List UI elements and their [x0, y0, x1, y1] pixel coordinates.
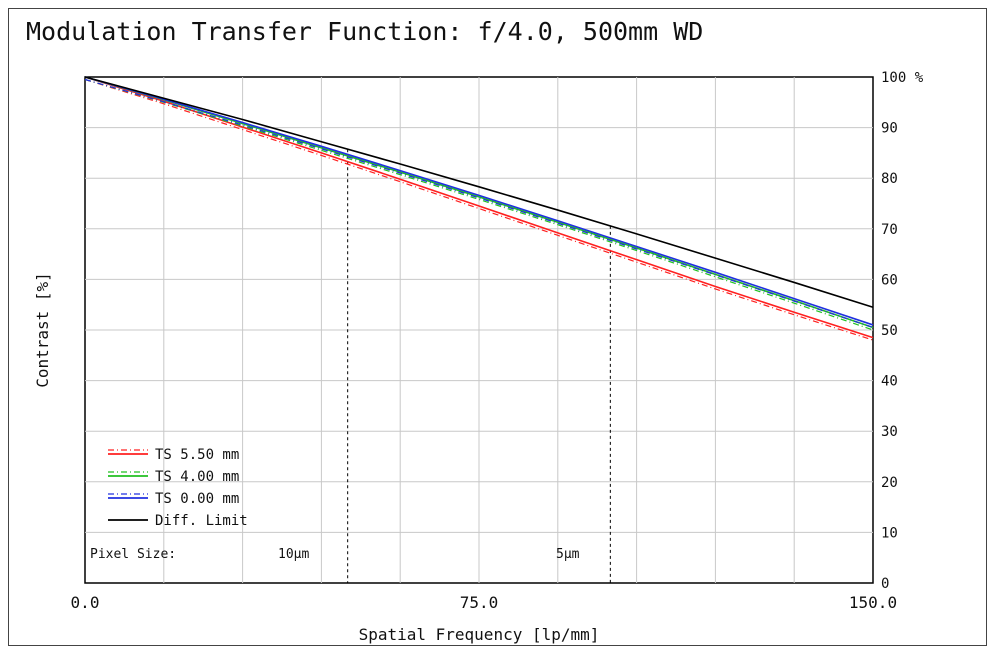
y-axis-label: Contrast [%]: [33, 272, 52, 388]
pixel-size-5um-label: 5μm: [556, 547, 580, 562]
series-line-0-secondary: [84, 78, 874, 341]
series-line-1: [84, 76, 874, 329]
legend-label: Diff. Limit: [155, 513, 248, 529]
y-tick-label: 20: [881, 475, 898, 491]
y-tick-label: 70: [881, 222, 898, 238]
y-tick-label: 90: [881, 121, 898, 137]
x-axis-label: Spatial Frequency [lp/mm]: [359, 625, 600, 644]
y-tick-label: 0: [881, 576, 889, 592]
y-tick-label: 60: [881, 272, 898, 288]
chart-title: Modulation Transfer Function: f/4.0, 500…: [26, 17, 704, 46]
pixel-size-label: Pixel Size:: [90, 547, 176, 562]
y-tick-label: 30: [881, 424, 898, 440]
y-tick-label: 10: [881, 525, 898, 541]
y-tick-label: 40: [881, 374, 898, 390]
legend-label: TS 0.00 mm: [155, 491, 239, 507]
chart-frame: [8, 8, 987, 646]
pixel-size-markers: [347, 149, 611, 583]
series-line-3: [84, 76, 874, 308]
y-tick-label: 80: [881, 171, 898, 187]
x-tick-label: 0.0: [71, 593, 100, 612]
tick-labels: 0 10 20 30 40 50 60 70 80 90 100 % 0.0 75.0 150.0: [71, 70, 924, 612]
series-line-0: [84, 76, 874, 339]
x-tick-label: 150.0: [849, 593, 897, 612]
legend-label: TS 5.50 mm: [155, 447, 239, 463]
legend-label: TS 4.00 mm: [155, 469, 239, 485]
legend: TS 5.50 mm TS 4.00 mm TS 0.00 mm Diff. Limi…: [108, 447, 248, 529]
pixel-size-10um-label: 10μm: [278, 547, 309, 562]
series-group: [84, 76, 874, 341]
x-tick-label: 75.0: [460, 593, 499, 612]
y-tick-label: 50: [881, 323, 898, 339]
series-line-2: [84, 76, 874, 326]
y-tick-label: 100 %: [881, 70, 924, 86]
grid-lines: [85, 77, 873, 583]
